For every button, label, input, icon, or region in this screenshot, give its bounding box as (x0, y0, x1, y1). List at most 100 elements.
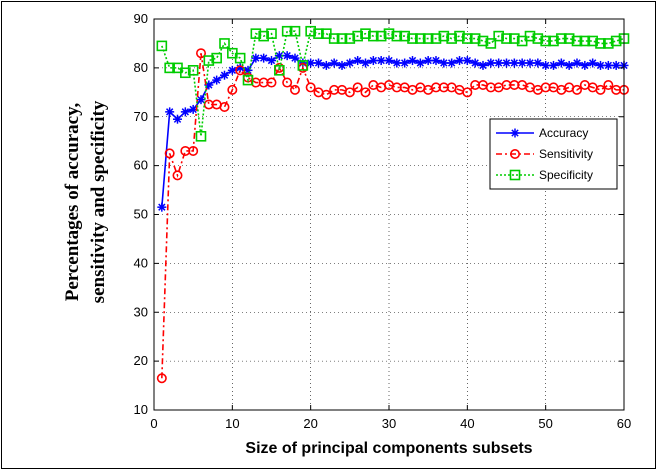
data-point-specificity (485, 38, 497, 49)
data-point-sensitivity (219, 101, 230, 112)
data-point-accuracy (329, 58, 339, 68)
data-point-specificity (375, 30, 387, 42)
data-point-sensitivity (172, 170, 183, 181)
data-point-accuracy (353, 56, 363, 66)
data-point-specificity (438, 30, 450, 42)
legend-marker-accuracy (510, 128, 520, 138)
data-point-accuracy (470, 58, 480, 68)
data-point-specificity (454, 30, 465, 42)
data-point-specificity (352, 30, 363, 42)
x-axis-title: Size of principal components subsets (245, 440, 532, 457)
data-point-accuracy (533, 58, 543, 68)
data-point-accuracy (431, 56, 441, 66)
data-point-accuracy (486, 58, 496, 68)
data-point-accuracy (259, 53, 269, 63)
data-point-sensitivity (321, 89, 332, 100)
x-tick-label: 40 (460, 416, 474, 431)
data-point-specificity (211, 52, 222, 64)
data-point-accuracy (173, 114, 182, 124)
data-point-sensitivity (156, 373, 167, 384)
y-tick-label: 10 (134, 402, 148, 417)
x-tick-label: 10 (225, 416, 239, 431)
y-tick-label: 40 (134, 255, 148, 270)
data-point-specificity (383, 28, 395, 39)
data-point-sensitivity (235, 65, 246, 76)
series-layer (156, 25, 630, 384)
data-point-accuracy (478, 60, 488, 70)
data-point-accuracy (267, 56, 276, 66)
legend: Accuracy Sensitivity Specificity (489, 118, 618, 190)
data-point-specificity (509, 33, 520, 44)
data-point-accuracy (314, 58, 323, 68)
series-accuracy (157, 51, 629, 212)
data-point-accuracy (502, 58, 511, 68)
data-point-specificity (336, 33, 348, 44)
data-point-accuracy (196, 95, 206, 105)
data-point-specificity (344, 33, 356, 44)
data-point-accuracy (572, 58, 582, 68)
data-point-accuracy (212, 75, 222, 85)
legend-item-accuracy: Accuracy (496, 126, 588, 140)
data-point-accuracy (165, 107, 175, 117)
data-point-specificity (266, 28, 277, 39)
data-point-specificity (195, 131, 207, 142)
data-point-specificity (399, 30, 410, 42)
data-point-specificity (297, 60, 309, 71)
legend-label-specificity: Specificity (539, 168, 593, 182)
data-point-sensitivity (305, 82, 316, 93)
data-point-specificity (242, 74, 254, 86)
data-point-specificity (187, 65, 199, 76)
data-point-accuracy (337, 60, 347, 70)
data-point-accuracy (290, 53, 300, 63)
x-tick-label: 50 (538, 416, 552, 431)
legend-label-sensitivity: Sensitivity (539, 147, 593, 161)
legend-item-sensitivity: Sensitivity (496, 147, 593, 161)
data-point-specificity (274, 65, 285, 76)
data-point-sensitivity (462, 87, 473, 98)
data-point-accuracy (549, 60, 558, 70)
data-point-sensitivity (282, 77, 293, 88)
data-point-specificity (203, 55, 215, 66)
data-point-specificity (556, 33, 567, 44)
y-tick-label: 20 (134, 353, 148, 368)
data-point-accuracy (611, 60, 621, 70)
data-point-specificity (532, 33, 544, 44)
data-point-specificity (493, 30, 504, 42)
data-point-accuracy (368, 56, 378, 66)
data-point-sensitivity (352, 82, 363, 93)
data-point-accuracy (525, 58, 535, 68)
y-tick-label: 70 (134, 109, 148, 124)
data-point-specificity (281, 25, 293, 37)
data-point-specificity (563, 33, 575, 44)
data-point-specificity (571, 35, 583, 47)
data-point-specificity (524, 30, 536, 42)
y-tick-label: 50 (134, 207, 148, 222)
data-point-accuracy (400, 58, 410, 68)
data-point-accuracy (415, 58, 425, 68)
data-point-accuracy (384, 56, 394, 66)
legend-label-accuracy: Accuracy (539, 126, 588, 140)
data-point-accuracy (282, 51, 292, 61)
data-point-specificity (368, 30, 379, 42)
data-point-specificity (469, 33, 481, 44)
x-tick-label: 30 (382, 416, 396, 431)
data-point-specificity (289, 25, 301, 37)
data-point-accuracy (541, 60, 551, 70)
data-point-accuracy (588, 58, 598, 68)
data-point-specificity (415, 33, 426, 44)
data-point-specificity (407, 33, 418, 44)
data-point-accuracy (220, 70, 229, 80)
data-point-specificity (610, 35, 622, 47)
data-point-accuracy (361, 58, 370, 68)
data-point-accuracy (455, 56, 464, 66)
data-point-sensitivity (344, 87, 355, 98)
data-point-accuracy (180, 107, 190, 117)
data-point-accuracy (564, 60, 574, 70)
data-point-specificity (391, 30, 403, 42)
data-point-accuracy (596, 60, 605, 70)
data-point-specificity (180, 67, 191, 79)
data-point-sensitivity (188, 145, 199, 156)
data-point-specificity (328, 33, 340, 44)
